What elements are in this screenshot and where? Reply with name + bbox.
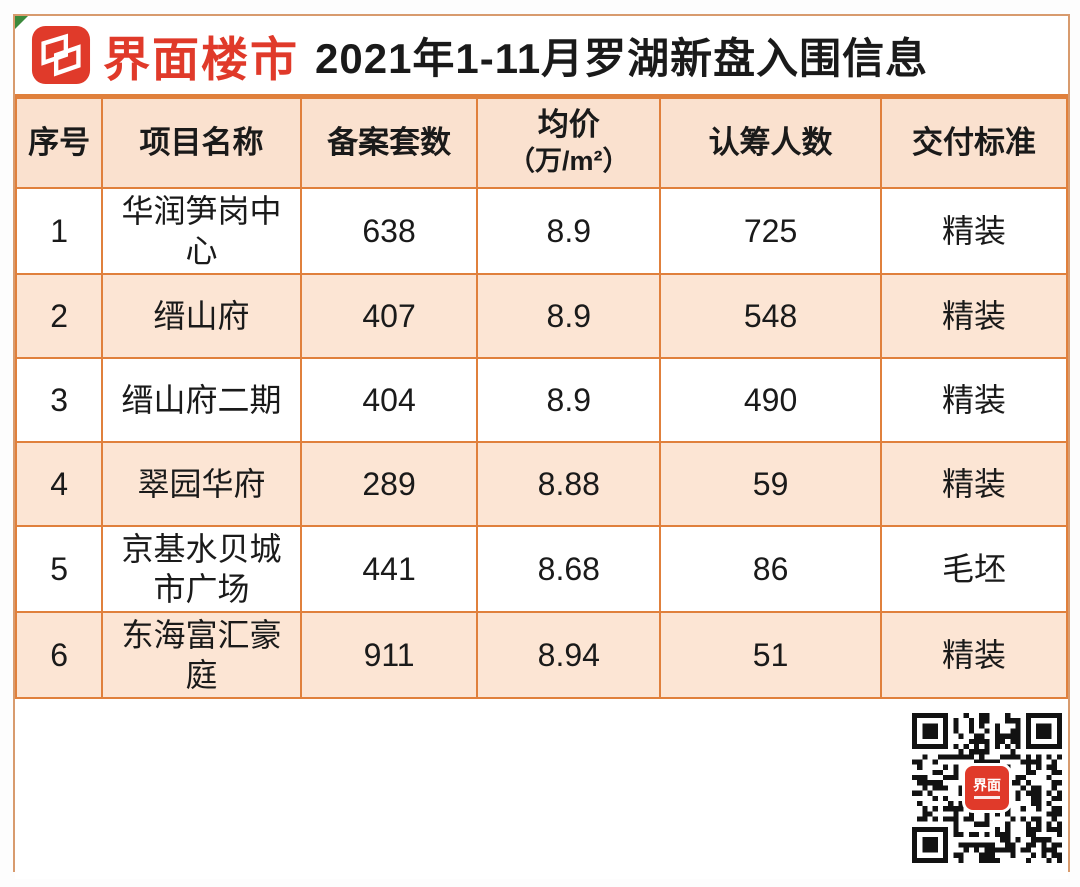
qr-code: 界面 [912, 713, 1062, 863]
table-row: 2 缙山府 407 8.9 548 精装 [14, 273, 1069, 359]
cell-project-name: 东海富汇豪庭 [101, 611, 302, 699]
jiemian-logo-icon [31, 25, 91, 85]
cell-project-name: 京基水贝城市广场 [101, 525, 302, 613]
column-header: 序号 [14, 97, 104, 189]
column-header: 认筹人数 [659, 97, 882, 189]
content-frame: 界面楼市 2021年1-11月罗湖新盘入围信息 序号 项目名称 备案套数 均价 （万/m… [13, 14, 1070, 879]
cell-index: 4 [14, 441, 104, 527]
cell-subscribers: 548 [659, 273, 882, 359]
cell-index: 5 [14, 525, 104, 613]
cell-subscribers: 490 [659, 357, 882, 443]
cell-units: 638 [299, 187, 479, 275]
column-header: 备案套数 [299, 97, 479, 189]
footer-area: 界面 [15, 699, 1068, 879]
cell-price: 8.9 [476, 273, 662, 359]
cell-standard: 毛坯 [879, 525, 1069, 613]
table-row: 4 翠园华府 289 8.88 59 精装 [14, 441, 1069, 527]
qr-center-logo: 界面 [965, 766, 1009, 810]
column-header: 均价 （万/m²） [476, 97, 662, 189]
cell-standard: 精装 [879, 187, 1069, 275]
cell-price: 8.9 [476, 187, 662, 275]
data-table: 序号 项目名称 备案套数 均价 （万/m²） 认筹人数 交付标准 1 华润笋岗中心 638 8.9… [14, 97, 1069, 699]
cell-subscribers: 59 [659, 441, 882, 527]
cell-price: 8.9 [476, 357, 662, 443]
cell-standard: 精装 [879, 611, 1069, 699]
cell-project-name: 缙山府二期 [101, 357, 302, 443]
table-row: 1 华润笋岗中心 638 8.9 725 精装 [14, 187, 1069, 275]
cell-standard: 精装 [879, 441, 1069, 527]
cell-standard: 精装 [879, 273, 1069, 359]
cell-index: 2 [14, 273, 104, 359]
qr-center-label: 界面 [973, 776, 1001, 793]
cell-units: 441 [299, 525, 479, 613]
cell-project-name: 缙山府 [101, 273, 302, 359]
cell-units: 404 [299, 357, 479, 443]
title-bar: 界面楼市 2021年1-11月罗湖新盘入围信息 [15, 16, 1068, 97]
column-header: 项目名称 [101, 97, 302, 189]
cell-price: 8.68 [476, 525, 662, 613]
cell-units: 289 [299, 441, 479, 527]
cell-price: 8.88 [476, 441, 662, 527]
cell-subscribers: 51 [659, 611, 882, 699]
table-header-row: 序号 项目名称 备案套数 均价 （万/m²） 认筹人数 交付标准 [14, 97, 1069, 189]
cell-units: 407 [299, 273, 479, 359]
table-row: 3 缙山府二期 404 8.9 490 精装 [14, 357, 1069, 443]
cell-units: 911 [299, 611, 479, 699]
table-row: 5 京基水贝城市广场 441 8.68 86 毛坯 [14, 525, 1069, 613]
cell-index: 1 [14, 187, 104, 275]
cell-index: 3 [14, 357, 104, 443]
cell-index: 6 [14, 611, 104, 699]
table-row: 6 东海富汇豪庭 911 8.94 51 精装 [14, 611, 1069, 699]
brand-text: 界面楼市 [103, 32, 299, 86]
cell-subscribers: 725 [659, 187, 882, 275]
cell-price: 8.94 [476, 611, 662, 699]
column-header: 交付标准 [879, 97, 1069, 189]
cell-subscribers: 86 [659, 525, 882, 613]
page-title: 2021年1-11月罗湖新盘入围信息 [315, 34, 929, 82]
qr-center-minibar [974, 795, 1000, 799]
corner-marker-icon [15, 16, 28, 29]
cell-project-name: 华润笋岗中心 [101, 187, 302, 275]
cell-standard: 精装 [879, 357, 1069, 443]
cell-project-name: 翠园华府 [101, 441, 302, 527]
